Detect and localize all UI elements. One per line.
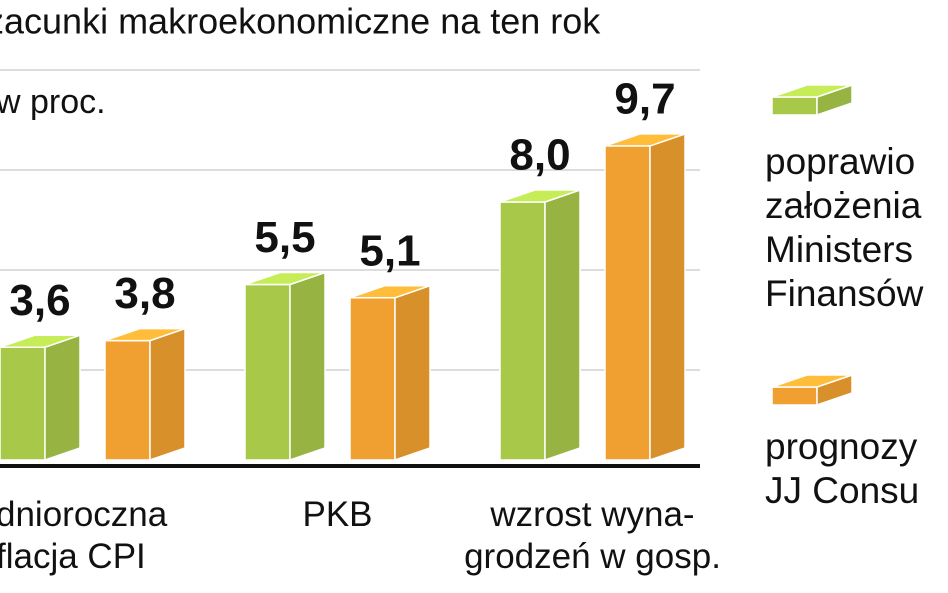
bar-side xyxy=(544,188,581,462)
bar-side xyxy=(44,334,81,462)
value-label: 5,5 xyxy=(254,213,315,262)
bar xyxy=(499,188,581,462)
bar xyxy=(244,271,326,462)
category-label: dnioroczna flacja CPI xyxy=(0,495,168,576)
bar-front xyxy=(244,283,291,461)
bar-front xyxy=(771,386,818,406)
bar xyxy=(349,284,431,462)
category-label: PKB xyxy=(302,495,373,534)
bar-top xyxy=(499,189,581,203)
category-label: wzrost wyna- grodzeń w gosp. xyxy=(464,495,721,576)
bar-top xyxy=(104,327,186,342)
bar xyxy=(104,327,186,462)
bar-front xyxy=(349,296,396,461)
bar-top xyxy=(771,84,853,98)
bar-front xyxy=(604,145,651,461)
bar xyxy=(771,83,853,117)
chart-subtitle: w proc. xyxy=(0,83,106,121)
legend-label: poprawio założenia Ministers Finansów xyxy=(765,141,924,314)
value-label: 9,7 xyxy=(614,75,675,124)
bar xyxy=(771,373,853,407)
bar-top xyxy=(0,334,81,348)
value-label: 3,6 xyxy=(9,276,70,325)
chart-title: zacunki makroekonomiczne na ten rok xyxy=(0,1,601,42)
bar-top xyxy=(349,284,431,299)
bar-side xyxy=(649,132,686,462)
bar-front xyxy=(499,201,546,461)
value-label: 8,0 xyxy=(509,131,570,180)
bar-side xyxy=(289,271,326,462)
bar-top xyxy=(244,271,326,286)
bar xyxy=(604,132,686,462)
value-label: 5,1 xyxy=(359,226,420,275)
legend-label: prognozy JJ Consu xyxy=(765,426,920,511)
bar-front xyxy=(0,346,46,461)
bar-top xyxy=(604,133,686,147)
value-label: 3,8 xyxy=(114,269,175,318)
bar-side xyxy=(394,284,431,462)
bar xyxy=(0,334,81,462)
bar-side xyxy=(149,327,186,462)
bar-front xyxy=(104,339,151,461)
bar-front xyxy=(771,96,818,116)
bar-top xyxy=(771,374,853,388)
